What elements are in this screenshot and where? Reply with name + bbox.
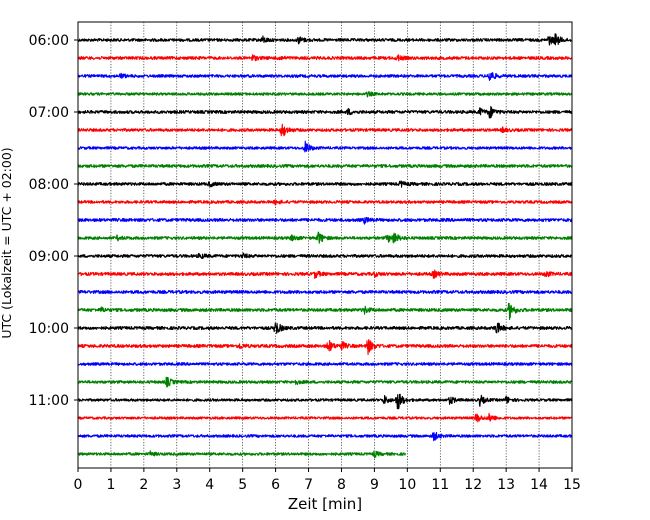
trace-0930 (77, 289, 573, 295)
trace-0715 (77, 123, 573, 137)
trace-0600 (77, 33, 573, 46)
y-tick-label: 10:00 (29, 321, 69, 337)
x-tick-label: 5 (238, 477, 247, 493)
y-tick-label: 08:00 (29, 177, 69, 193)
y-tick-label: 11:00 (29, 393, 69, 409)
x-gridlines (110, 22, 540, 468)
trace-0830 (77, 216, 573, 225)
trace-1100 (77, 393, 573, 410)
x-tick-label: 3 (172, 477, 181, 493)
trace-0815 (77, 199, 573, 206)
x-tick-label: 4 (205, 477, 214, 493)
x-tick-label: 0 (74, 477, 83, 493)
trace-1115 (77, 412, 573, 423)
trace-0900 (77, 252, 573, 259)
trace-0730 (77, 140, 573, 153)
trace-0630 (77, 72, 573, 81)
trace-0745 (77, 163, 573, 169)
trace-1000 (77, 322, 573, 334)
y-tick-label: 07:00 (29, 105, 69, 121)
y-tick-label: 06:00 (29, 33, 69, 49)
x-tick-label: 14 (530, 477, 548, 493)
trace-1030 (77, 362, 573, 366)
trace-0800 (77, 180, 573, 188)
trace-0845 (77, 231, 573, 244)
x-tick-label: 13 (497, 477, 515, 493)
x-tick-label: 1 (106, 477, 115, 493)
x-tick-label: 7 (304, 477, 313, 493)
y-tick-label: 09:00 (29, 249, 69, 265)
trace-0700 (77, 105, 573, 119)
trace-1045 (77, 376, 573, 388)
trace-1015 (77, 339, 573, 356)
trace-0645 (77, 90, 573, 98)
y-axis-label: UTC (Lokalzeit = UTC + 02:00) (0, 147, 14, 338)
trace-0915 (77, 269, 573, 279)
trace-rows (77, 33, 573, 459)
trace-1130 (77, 431, 573, 442)
trace-0615 (77, 54, 573, 62)
x-tick-label: 11 (431, 477, 449, 493)
x-axis-label: Zeit [min] (288, 495, 362, 513)
x-tick-label: 6 (271, 477, 280, 493)
x-tick-label: 15 (563, 477, 581, 493)
plot-frame (77, 21, 573, 469)
trace-0945 (77, 302, 573, 321)
y-axis-ticks: 06:00 07:00 08:00 09:00 10:00 11:00 (29, 33, 78, 409)
x-tick-label: 2 (139, 477, 148, 493)
x-tick-label: 9 (370, 477, 379, 493)
x-tick-label: 12 (464, 477, 482, 493)
x-tick-label: 8 (337, 477, 346, 493)
x-tick-label: 10 (398, 477, 416, 493)
trace-1145 (77, 450, 407, 459)
x-axis-ticks: 0 1 2 3 4 5 6 7 8 9 10 11 12 13 14 15 (74, 468, 581, 493)
